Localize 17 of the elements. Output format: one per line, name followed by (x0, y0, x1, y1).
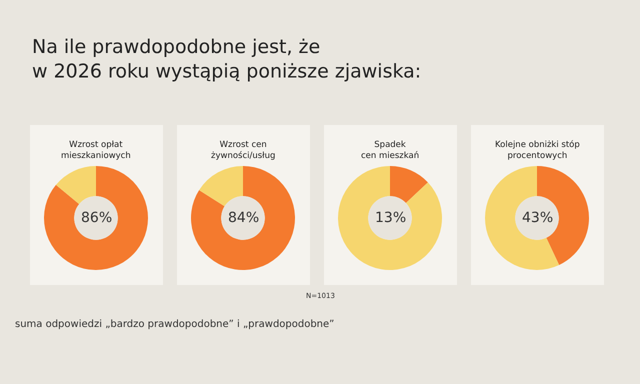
donut-slice (199, 166, 243, 206)
chart-title: Spadek cen mieszkań (361, 140, 420, 162)
donut-slice (44, 166, 148, 270)
text: Na ile prawdopodobne jest, że w 2026 roku wystąpią poniższe zjawiska: (32, 36, 422, 83)
donut-slice (191, 166, 295, 270)
donut-slice (390, 166, 428, 204)
text: suma odpowiedzi „bardzo prawdopodobne” i „prawdopodobne” (15, 319, 334, 330)
text: 86% (81, 210, 112, 226)
donut-slice (485, 166, 560, 270)
donut-slice (338, 166, 442, 270)
text: 43% (522, 210, 554, 226)
chart-title: Wzrost opłat mieszkaniowych (61, 140, 131, 162)
chart-title: Kolejne obniżki stóp procentowych (495, 140, 580, 162)
text: 84% (228, 210, 260, 226)
chart-title: Wzrost cen żywności/usług (211, 140, 276, 162)
text: 13% (375, 210, 406, 226)
donut-slice (56, 166, 96, 204)
